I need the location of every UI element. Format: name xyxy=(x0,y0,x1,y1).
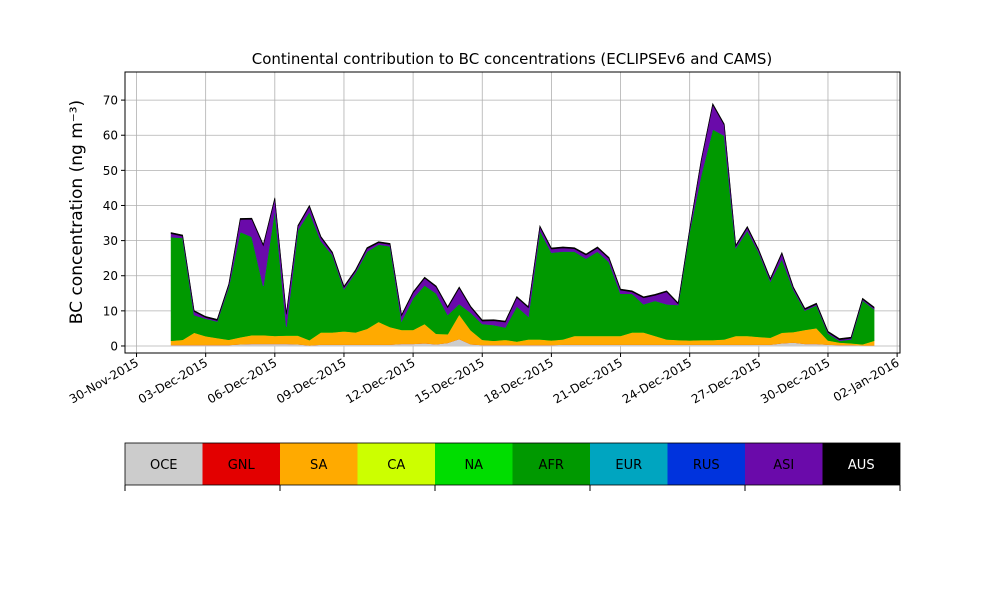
legend-colorbar: OCE GNL SA CA NA AFR EUR RUS ASI AUS xyxy=(124,442,901,491)
y-tick-label: 40 xyxy=(103,199,118,213)
y-tick-label: 20 xyxy=(103,269,118,283)
x-tick-label: 30-Dec-2015 xyxy=(758,355,832,406)
y-tick-label: 0 xyxy=(110,339,118,353)
axis-layer: 0 10 20 30 40 50 60 70 30-Nov-201503-Dec-201506-… xyxy=(67,94,902,407)
y-tick-label: 50 xyxy=(103,164,118,178)
legend-swatch-rus xyxy=(667,443,745,485)
legend-label: NA xyxy=(464,458,483,473)
legend-swatch-afr xyxy=(512,443,590,485)
legend-swatch-eur xyxy=(590,443,668,485)
legend-label: CA xyxy=(387,458,405,473)
x-tick-label: 24-Dec-2015 xyxy=(620,355,694,406)
legend-label: AUS xyxy=(848,458,875,473)
legend-label: AFR xyxy=(539,458,564,473)
legend-frame xyxy=(124,442,901,486)
x-tick-label: 15-Dec-2015 xyxy=(412,355,486,406)
x-tick-label: 27-Dec-2015 xyxy=(689,355,763,406)
x-tick-label: 30-Nov-2015 xyxy=(67,355,141,406)
y-tick-label: 10 xyxy=(103,304,118,318)
area-layer xyxy=(170,102,875,347)
x-tick-label: 12-Dec-2015 xyxy=(343,355,417,406)
legend-label: ASI xyxy=(773,458,794,473)
x-tick-label: 21-Dec-2015 xyxy=(551,355,625,406)
x-tick-label: 02-Jan-2016 xyxy=(831,355,902,404)
legend-swatch-gnl xyxy=(202,443,280,485)
legend-swatch-sa xyxy=(280,443,358,485)
area-series-aus xyxy=(170,102,875,340)
legend-swatch-ca xyxy=(357,443,435,485)
x-tick-label: 18-Dec-2015 xyxy=(482,355,556,406)
x-tick-label: 06-Dec-2015 xyxy=(205,355,279,406)
plot-frame xyxy=(124,71,901,354)
legend-label: GNL xyxy=(228,458,256,473)
legend-swatch-asi xyxy=(745,443,823,485)
legend-label: EUR xyxy=(615,458,642,473)
legend-swatch-na xyxy=(435,443,513,485)
legend-label: OCE xyxy=(150,458,178,473)
area-series-afr xyxy=(170,128,875,345)
legend-swatch-oce xyxy=(125,443,203,485)
y-axis-label: BC concentration (ng m⁻³) xyxy=(67,100,87,324)
y-tick-label: 70 xyxy=(103,94,118,108)
y-tick-label: 30 xyxy=(103,234,118,248)
y-tick-label: 60 xyxy=(103,129,118,143)
grid-layer xyxy=(125,72,900,353)
legend-label: SA xyxy=(310,458,327,473)
legend-swatch-aus xyxy=(822,443,900,485)
legend-label: RUS xyxy=(693,458,720,473)
x-tick-label: 09-Dec-2015 xyxy=(274,355,348,406)
chart-title: Continental contribution to BC concentra… xyxy=(252,50,773,68)
x-tick-label: 03-Dec-2015 xyxy=(136,355,210,406)
